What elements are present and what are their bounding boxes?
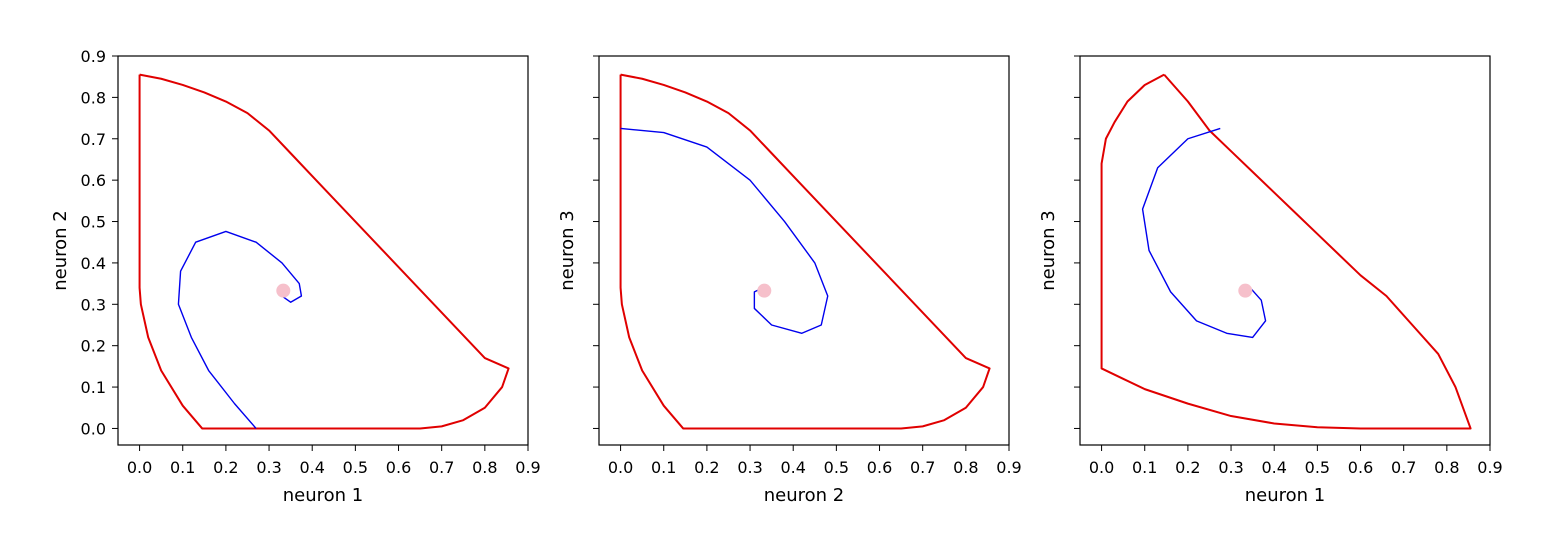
y-axis-label-2: neuron 3 bbox=[557, 210, 578, 291]
x-tick-label-3-6: 0.6 bbox=[1348, 458, 1373, 477]
x-axis-label-3: neuron 1 bbox=[1245, 485, 1326, 506]
y-tick-label-1-3: 0.3 bbox=[81, 295, 106, 314]
trajectory-line-2 bbox=[620, 127, 829, 334]
y-tick-label-1-6: 0.6 bbox=[81, 171, 106, 190]
x-tick-label-3-7: 0.7 bbox=[1391, 458, 1416, 477]
x-tick-label-1-7: 0.7 bbox=[429, 458, 454, 477]
x-tick-label-2-7: 0.7 bbox=[910, 458, 935, 477]
y-tick-label-1-2: 0.2 bbox=[81, 337, 106, 356]
y-tick-label-1-0: 0.0 bbox=[81, 419, 106, 438]
x-axis-label-1: neuron 1 bbox=[283, 485, 364, 506]
x-tick-label-3-1: 0.1 bbox=[1132, 458, 1157, 477]
fixed-point-marker-1 bbox=[276, 283, 291, 298]
x-tick-label-2-6: 0.6 bbox=[867, 458, 892, 477]
y-tick-label-1-7: 0.7 bbox=[81, 130, 106, 149]
boundary-line-2 bbox=[619, 73, 991, 430]
x-tick-label-1-8: 0.8 bbox=[472, 458, 497, 477]
x-tick-label-2-8: 0.8 bbox=[953, 458, 978, 477]
y-tick-label-1-5: 0.5 bbox=[81, 213, 106, 232]
x-tick-label-3-5: 0.5 bbox=[1305, 458, 1330, 477]
subplot-3: 0.0 0.1 0.2 0.3 0.4 0.5 0.6 0.7 0.8 0.9 neuron 1 ne… bbox=[1038, 55, 1503, 506]
axes-frame-1 bbox=[117, 55, 529, 446]
y-tick-label-1-1: 0.1 bbox=[81, 378, 106, 397]
x-tick-label-1-5: 0.5 bbox=[343, 458, 368, 477]
x-tick-label-1-9: 0.9 bbox=[515, 458, 540, 477]
x-tick-label-3-0: 0.0 bbox=[1089, 458, 1114, 477]
y-tick-label-1-8: 0.8 bbox=[81, 88, 106, 107]
trajectory-line-1 bbox=[177, 230, 303, 429]
x-tick-label-2-1: 0.1 bbox=[651, 458, 676, 477]
x-tick-label-2-4: 0.4 bbox=[780, 458, 805, 477]
x-tick-label-3-8: 0.8 bbox=[1434, 458, 1459, 477]
axes-frame-2 bbox=[598, 55, 1010, 446]
x-tick-label-1-0: 0.0 bbox=[127, 458, 152, 477]
x-tick-label-2-5: 0.5 bbox=[824, 458, 849, 477]
axes-frame-3 bbox=[1079, 55, 1491, 446]
x-tick-label-3-3: 0.3 bbox=[1218, 458, 1243, 477]
x-tick-label-1-6: 0.6 bbox=[386, 458, 411, 477]
x-tick-label-1-1: 0.1 bbox=[170, 458, 195, 477]
y-tick-label-1-9: 0.9 bbox=[81, 47, 106, 66]
x-axis-label-2: neuron 2 bbox=[764, 485, 845, 506]
y-tick-label-1-4: 0.4 bbox=[81, 254, 106, 273]
subplot-2: 0.0 0.1 0.2 0.3 0.4 0.5 0.6 0.7 0.8 0.9 neuron 2 ne… bbox=[557, 55, 1022, 506]
boundary-line-1 bbox=[138, 73, 510, 430]
x-tick-label-3-2: 0.2 bbox=[1175, 458, 1200, 477]
x-tick-label-2-9: 0.9 bbox=[996, 458, 1021, 477]
y-axis-label-3: neuron 3 bbox=[1038, 210, 1059, 291]
x-tick-label-2-2: 0.2 bbox=[694, 458, 719, 477]
x-tick-label-1-3: 0.3 bbox=[256, 458, 281, 477]
trajectory-line-3 bbox=[1141, 127, 1267, 339]
x-tick-label-1-4: 0.4 bbox=[299, 458, 324, 477]
subplot-1: 0.0 0.1 0.2 0.3 0.4 0.5 0.6 0.7 0.8 0.9 0.0 0.1 0.2 0… bbox=[50, 47, 541, 506]
x-tick-label-2-3: 0.3 bbox=[737, 458, 762, 477]
fixed-point-marker-2 bbox=[757, 283, 772, 298]
y-axis-label-1: neuron 2 bbox=[50, 210, 71, 291]
boundary-line-3 bbox=[1100, 73, 1472, 430]
x-tick-label-3-4: 0.4 bbox=[1261, 458, 1286, 477]
fixed-point-marker-3 bbox=[1238, 283, 1253, 298]
x-tick-label-1-2: 0.2 bbox=[213, 458, 238, 477]
x-tick-label-3-9: 0.9 bbox=[1477, 458, 1502, 477]
x-tick-label-2-0: 0.0 bbox=[608, 458, 633, 477]
